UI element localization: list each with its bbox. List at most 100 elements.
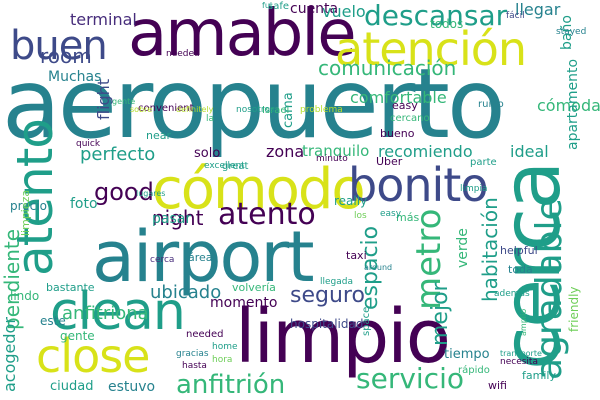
word-transporte: amplio bbox=[519, 308, 528, 336]
word-convenient: Uber bbox=[376, 155, 403, 168]
word-atencion: atención bbox=[335, 22, 527, 76]
word-bueno2: easy bbox=[380, 209, 402, 219]
word-min: parte bbox=[470, 157, 497, 168]
word-helpful: verde bbox=[455, 228, 471, 268]
word-great: la bbox=[206, 114, 215, 124]
word-lindo: lindo bbox=[10, 289, 40, 303]
word-easy: tiempo bbox=[444, 347, 490, 362]
word-lugares: min bbox=[18, 103, 34, 112]
word-ciudad: ciudad bbox=[50, 379, 94, 394]
word-gracias: lugares bbox=[136, 189, 166, 198]
word-parte: minuto bbox=[316, 154, 348, 164]
word-limpieza: más bbox=[396, 211, 420, 224]
word-uber: near bbox=[146, 129, 172, 142]
word-clean: clean bbox=[50, 282, 186, 342]
word-around: llegada bbox=[320, 277, 353, 287]
word-stayed: fácil bbox=[506, 11, 525, 21]
word-ademas: además bbox=[494, 289, 530, 299]
word-space: around bbox=[364, 263, 393, 272]
word-llegada: gracias bbox=[176, 349, 209, 359]
word-flight: flight bbox=[94, 78, 113, 120]
word-foto: foto bbox=[70, 196, 98, 212]
word-recomiendo: recomiendo bbox=[378, 142, 473, 161]
word-night: night bbox=[152, 206, 204, 230]
word-problema: limpia bbox=[460, 184, 488, 194]
word-excellent: excellent bbox=[204, 161, 245, 171]
word-limpia: taxi bbox=[346, 249, 367, 262]
word-zona: zona bbox=[266, 142, 305, 161]
word-bonito: bonito bbox=[348, 158, 488, 212]
word-cuarto: needed bbox=[186, 329, 224, 340]
word-amplio: home bbox=[212, 342, 238, 352]
word-acogedor: acogedor bbox=[0, 317, 19, 392]
word-good: good bbox=[94, 178, 154, 206]
word-comoda: cómoda bbox=[537, 96, 600, 115]
word-nosotros: problema bbox=[300, 105, 343, 115]
word-toda: toda bbox=[508, 263, 533, 276]
word-seguro: seguro bbox=[290, 283, 365, 308]
word-hora: space bbox=[361, 306, 372, 336]
word-friendly: family bbox=[522, 369, 556, 382]
word-definitely: definitely bbox=[176, 105, 214, 114]
word-verde: gente bbox=[112, 97, 136, 106]
word-comfortable: comfortable bbox=[350, 88, 447, 107]
word-momento: momento bbox=[210, 295, 278, 311]
word-llegar: llegar bbox=[515, 0, 561, 19]
word-anfitrion: anfitrión bbox=[176, 370, 286, 400]
word-terminal: terminal bbox=[70, 10, 137, 29]
word-bueno: easy bbox=[392, 99, 418, 112]
word-descansar: descansar bbox=[364, 0, 508, 32]
word-needed: volvería bbox=[232, 281, 276, 294]
word-ruido: los bbox=[354, 211, 367, 221]
word-atento2: atento bbox=[218, 197, 316, 232]
word-cuenta: cuenta bbox=[290, 1, 339, 17]
word-bastante: stayed bbox=[556, 27, 587, 37]
word-sobre: hasta bbox=[182, 361, 207, 371]
word-close: close bbox=[36, 329, 150, 383]
word-ve: fui bbox=[262, 1, 273, 10]
word-amable: amable bbox=[128, 0, 357, 71]
word-muchas: Muchas bbox=[48, 69, 102, 85]
word-ideal: ideal bbox=[510, 142, 549, 161]
word-precio: precio bbox=[10, 199, 47, 213]
word-room: room bbox=[40, 44, 92, 68]
word-tiempo: needed bbox=[166, 49, 200, 59]
word-fui: este bbox=[40, 314, 66, 328]
word-pasar: pasar bbox=[152, 211, 192, 227]
word-israel: nosotros bbox=[236, 105, 275, 115]
word-gente: sobre bbox=[130, 105, 153, 114]
word-home: cerca bbox=[150, 255, 175, 265]
word-la: safe bbox=[268, 1, 290, 12]
word-este: wifi bbox=[488, 379, 507, 392]
word-necesita: rápido bbox=[458, 365, 490, 376]
word-desde: quick bbox=[76, 139, 101, 149]
word-mas: really bbox=[334, 194, 368, 208]
word-hospitalidad: hospitalidad bbox=[290, 317, 364, 331]
word-todos: limpieza bbox=[19, 189, 32, 236]
word-ubicado: ubicado bbox=[150, 282, 222, 303]
word-habitacion: habitación bbox=[478, 197, 502, 302]
word-really: apartamento bbox=[565, 58, 581, 150]
word-pendiente: pendiente bbox=[0, 228, 24, 330]
word-cercano: bueno bbox=[380, 127, 415, 140]
word-quick: ruido bbox=[478, 99, 504, 110]
word-limpio: limpio bbox=[235, 294, 451, 380]
word-solo: solo bbox=[194, 146, 221, 161]
word-volveria: todos bbox=[430, 17, 464, 31]
word-buen: buen bbox=[10, 23, 108, 69]
word-tranquilo: tranquilo bbox=[302, 142, 370, 160]
word-comodo: cómodo bbox=[152, 157, 366, 222]
word-servicio: servicio bbox=[356, 362, 464, 395]
word-minuto: great bbox=[222, 161, 249, 172]
word-near: cercano bbox=[390, 113, 430, 124]
word-estuvo: estuvo bbox=[108, 379, 156, 395]
word-apartamento: friendly bbox=[567, 286, 581, 332]
word-aeropuerto: aeropuerto bbox=[2, 48, 506, 160]
word-los: convenient bbox=[138, 103, 194, 114]
word-rapido: hora bbox=[212, 355, 233, 365]
word-area: área bbox=[188, 251, 213, 264]
word-safe: Israel bbox=[262, 105, 290, 116]
word-family: helpful bbox=[500, 244, 538, 257]
word-mejor: mejor bbox=[428, 282, 453, 346]
